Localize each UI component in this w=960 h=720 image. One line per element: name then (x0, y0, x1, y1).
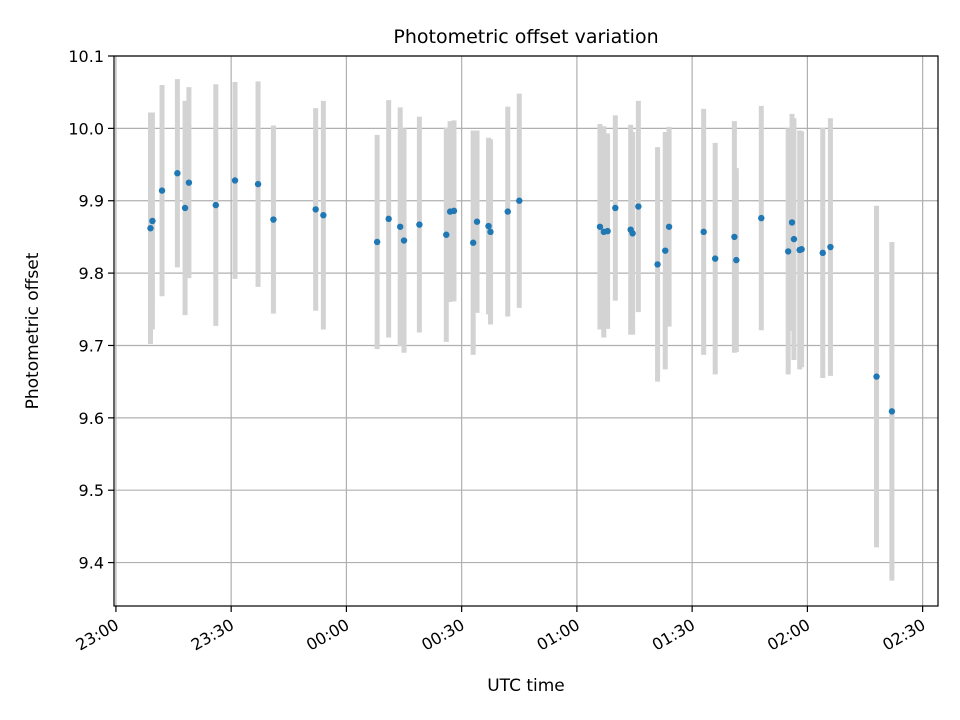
x-tick-label: 01:00 (533, 615, 582, 655)
y-tick-label: 9.5 (79, 481, 104, 500)
data-point (400, 237, 408, 244)
data-point (788, 219, 796, 226)
data-point (798, 246, 805, 253)
y-tick-label: 9.4 (79, 554, 104, 573)
data-point (827, 243, 834, 251)
x-axis-title: UTC time (487, 676, 565, 696)
data-point (665, 223, 673, 230)
data-points (147, 170, 896, 415)
data-point (416, 221, 423, 228)
data-point (147, 225, 154, 232)
data-point (516, 197, 523, 204)
data-point (473, 218, 481, 225)
data-point (604, 227, 611, 235)
data-point (174, 170, 181, 177)
data-point (485, 222, 492, 230)
data-point (396, 223, 404, 230)
data-point (469, 239, 477, 246)
y-axis-title: Photometric offset (23, 252, 43, 409)
data-point (662, 247, 669, 254)
y-tick-label: 9.9 (79, 192, 104, 211)
data-point (819, 249, 826, 257)
y-tick-label: 10.0 (68, 119, 104, 138)
x-tick-label: 01:30 (649, 615, 698, 655)
data-point (888, 408, 896, 415)
data-point (254, 180, 262, 188)
data-point (731, 233, 738, 241)
x-axis-ticks: 23:00 23:30 00:00 00:30 01:00 01:30 02:00 02:30 (72, 606, 929, 655)
data-point (320, 212, 327, 219)
data-point (504, 208, 511, 215)
data-point (733, 256, 740, 264)
data-point (629, 230, 636, 237)
y-tick-label: 10.1 (68, 47, 104, 66)
data-point (270, 216, 277, 223)
y-tick-label: 9.8 (79, 264, 104, 283)
data-point (185, 179, 193, 186)
y-axis-ticks: 9.4 9.5 9.6 9.7 9.8 9.9 10.0 10.1 (68, 47, 114, 573)
data-point (700, 228, 707, 236)
grid (114, 55, 938, 606)
data-point (231, 177, 239, 184)
y-tick-label: 9.7 (79, 336, 104, 355)
data-point (873, 373, 880, 380)
data-point (158, 187, 166, 194)
x-tick-label: 23:00 (72, 615, 121, 655)
data-point (443, 231, 450, 238)
data-point (212, 201, 219, 209)
data-point (758, 214, 765, 222)
x-tick-label: 02:30 (879, 615, 928, 655)
data-point (790, 235, 798, 243)
data-point (635, 203, 642, 210)
data-point (711, 255, 719, 262)
data-point (312, 206, 319, 213)
y-tick-label: 9.6 (79, 409, 104, 428)
data-point (654, 261, 661, 268)
x-tick-label: 00:30 (418, 615, 467, 655)
data-point (596, 223, 604, 230)
data-point (373, 238, 381, 246)
x-tick-label: 23:30 (188, 615, 237, 655)
data-point (181, 204, 189, 212)
x-tick-label: 00:00 (303, 615, 352, 655)
x-tick-label: 02:00 (764, 615, 813, 655)
data-point (450, 207, 458, 215)
data-point (385, 215, 392, 223)
chart-title: Photometric offset variation (393, 26, 658, 48)
data-point (487, 228, 494, 236)
errorbars (147, 79, 895, 581)
data-point (612, 204, 619, 212)
data-point (784, 248, 792, 255)
plot-frame (113, 55, 939, 607)
data-point (149, 217, 156, 225)
